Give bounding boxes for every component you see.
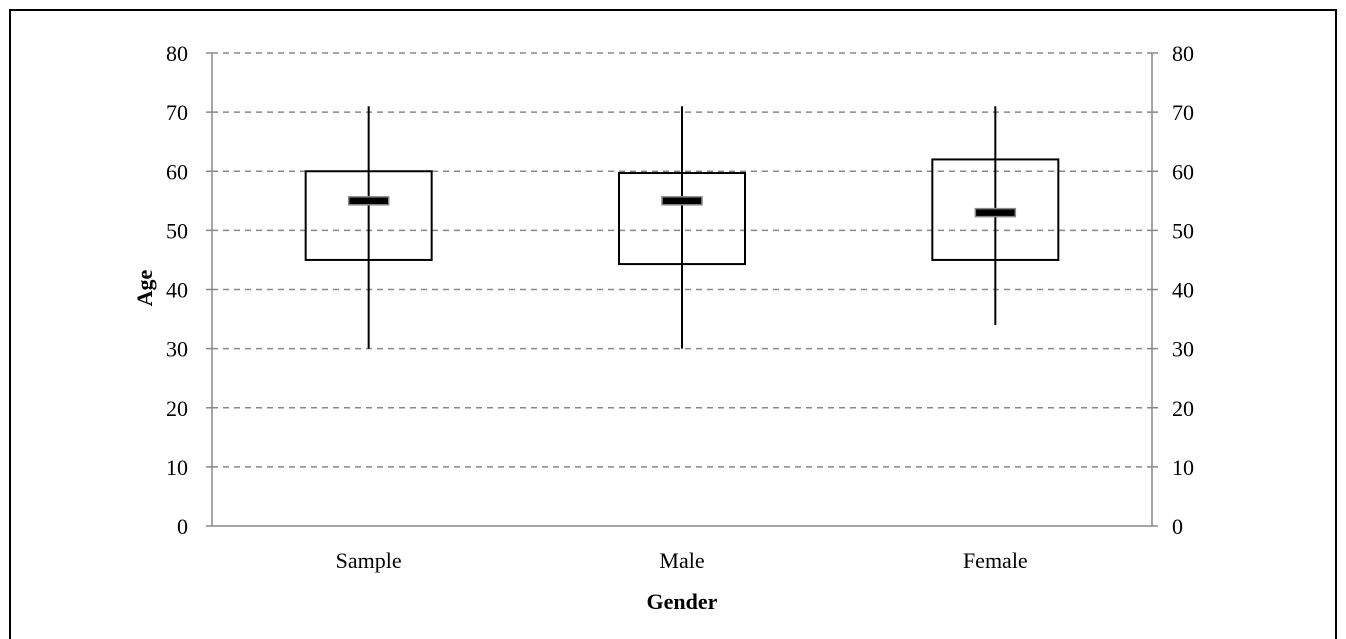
y-axis-title: Age: [132, 269, 157, 306]
median-marker: [661, 196, 703, 206]
x-category-label: Sample: [336, 548, 402, 573]
axes: [206, 52, 1158, 527]
right-y-tick-label: 0: [1172, 514, 1183, 539]
right-y-tick-label: 50: [1172, 218, 1194, 243]
right-y-tick-label: 40: [1172, 278, 1194, 303]
left-y-tick-label: 50: [166, 218, 188, 243]
box-sample: [304, 106, 433, 349]
box-male: [618, 106, 746, 349]
right-y-tick-labels: 0 10 20 30 40 50 60 70 80: [1172, 41, 1194, 539]
boxes: [304, 106, 1060, 349]
right-y-tick-label: 10: [1172, 455, 1194, 480]
box-female: [931, 106, 1060, 325]
chart-border: [9, 9, 1337, 639]
left-y-tick-label: 70: [166, 100, 188, 125]
right-y-tick-label: 60: [1172, 159, 1194, 184]
right-y-tick-label: 70: [1172, 100, 1194, 125]
iqr-box: [931, 158, 1060, 261]
left-y-tick-label: 40: [166, 278, 188, 303]
right-y-tick-label: 20: [1172, 396, 1194, 421]
left-y-tick-label: 30: [166, 337, 188, 362]
left-y-tick-label: 80: [166, 41, 188, 66]
left-y-tick-labels: 0 10 20 30 40 50 60 70 80: [166, 41, 188, 539]
x-category-label: Male: [659, 548, 704, 573]
left-y-tick-label: 60: [166, 159, 188, 184]
median-marker: [347, 196, 390, 206]
right-y-tick-label: 80: [1172, 41, 1194, 66]
right-y-tick-label: 30: [1172, 337, 1194, 362]
x-category-labels: Sample Male Female: [336, 548, 1028, 573]
x-axis-title: Gender: [647, 589, 718, 614]
x-category-label: Female: [963, 548, 1028, 573]
median-marker: [974, 207, 1017, 218]
iqr-box: [618, 172, 746, 266]
left-y-tick-label: 10: [166, 455, 188, 480]
left-y-tick-label: 20: [166, 396, 188, 421]
left-y-tick-label: 0: [177, 514, 188, 539]
iqr-box: [304, 170, 433, 261]
